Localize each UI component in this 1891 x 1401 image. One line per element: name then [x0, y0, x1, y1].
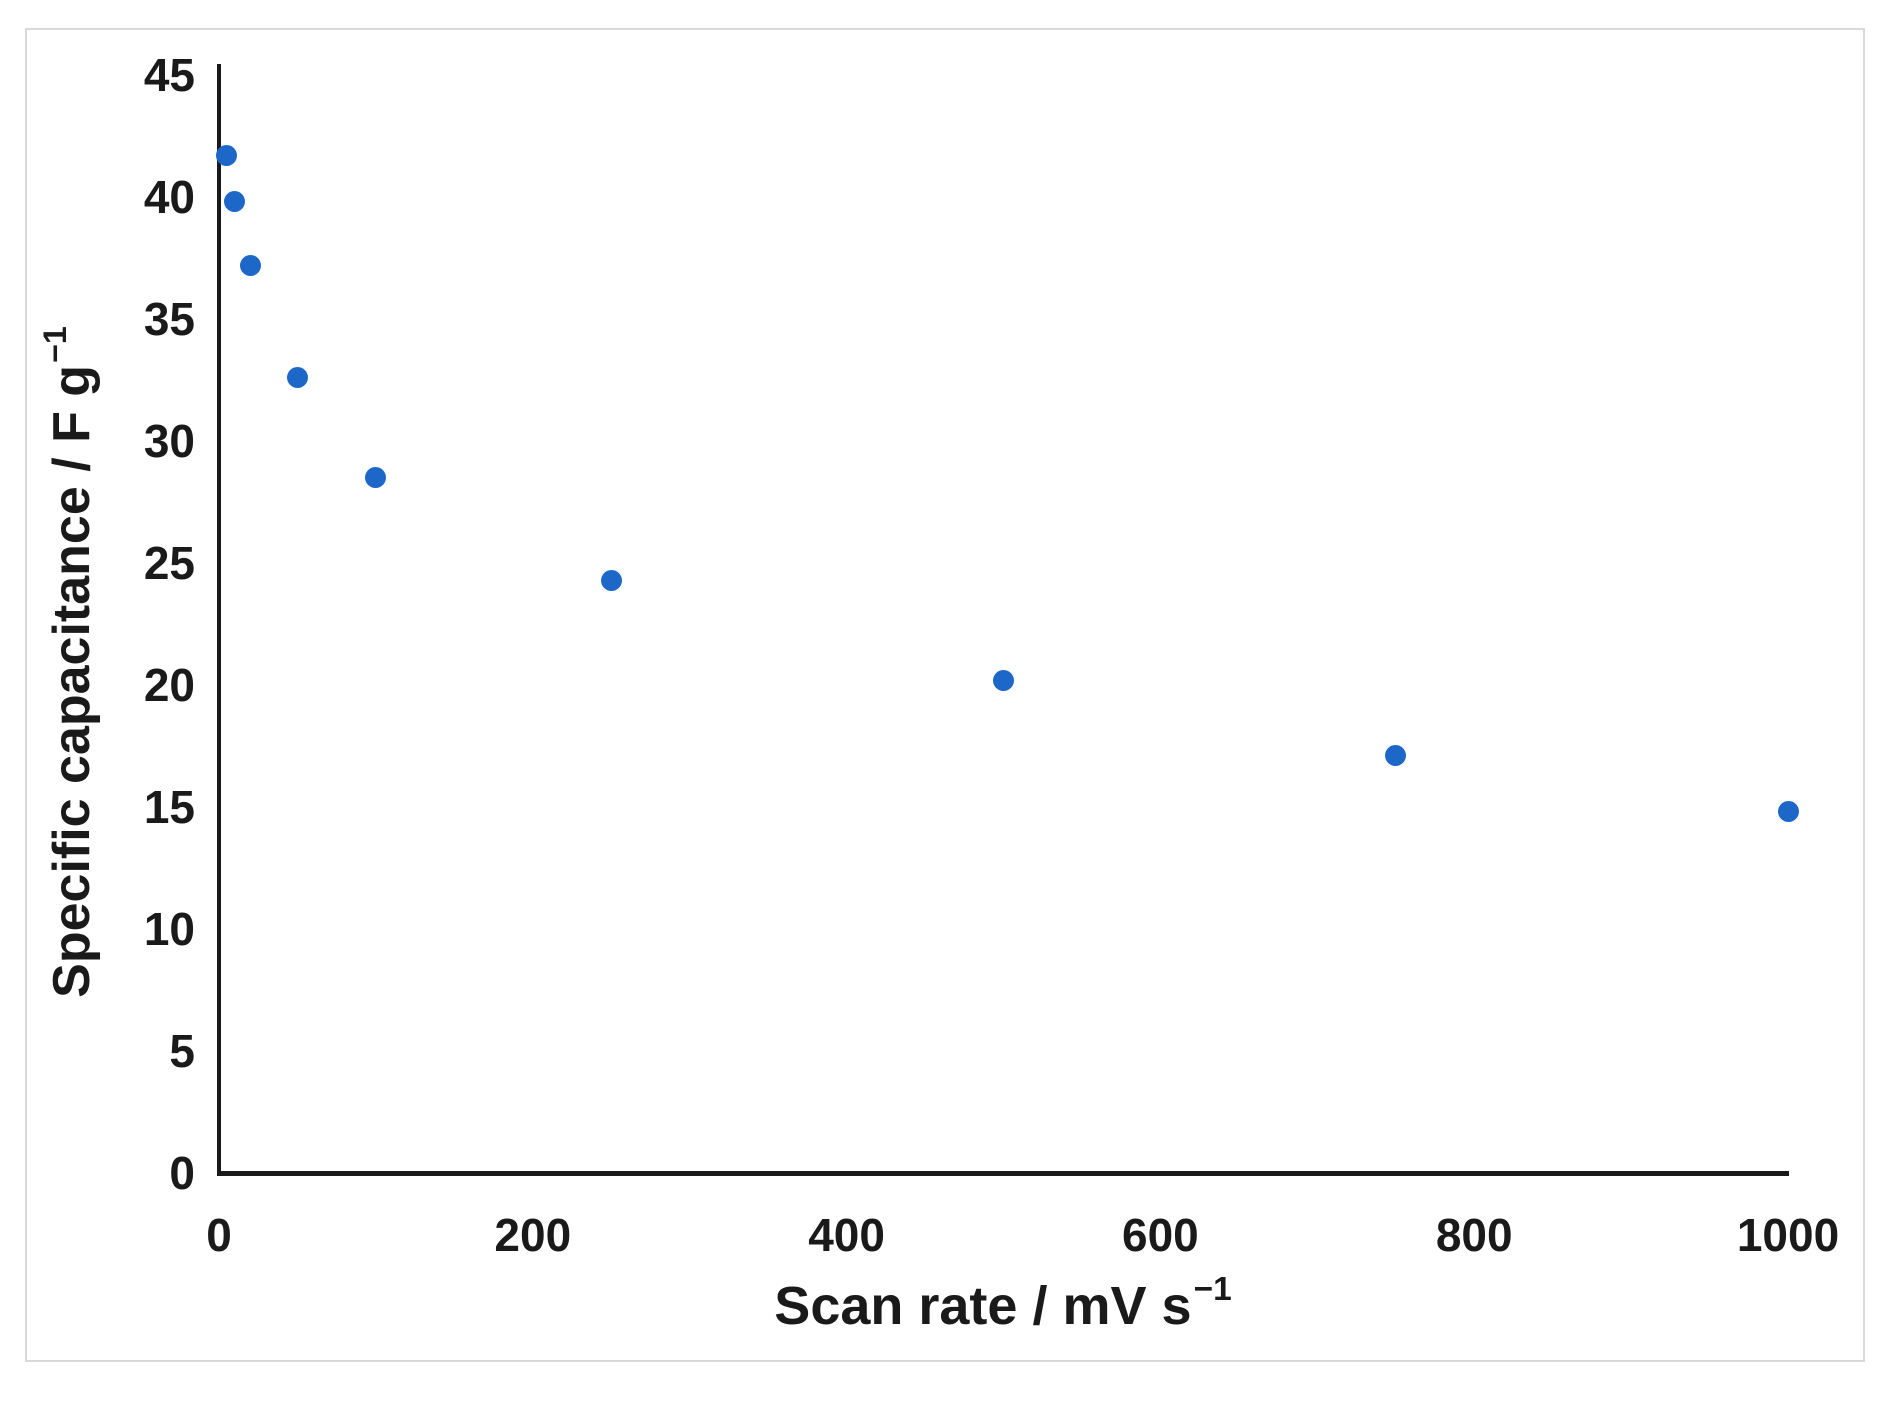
data-point	[286, 367, 308, 389]
y-tick-label: 35	[143, 293, 195, 345]
y-axis-line	[217, 64, 221, 1176]
y-tick-label: 0	[169, 1147, 195, 1199]
data-point	[239, 254, 261, 276]
data-point	[216, 145, 238, 167]
x-tick-label: 200	[494, 1209, 572, 1261]
data-point	[365, 467, 387, 489]
data-point	[993, 669, 1014, 691]
y-tick-label: 5	[169, 1025, 195, 1077]
x-axis-line	[217, 1171, 1789, 1176]
y-axis-title-superscript: −1	[37, 326, 74, 363]
data-point	[600, 569, 622, 591]
x-tick-label: 0	[206, 1209, 232, 1261]
y-tick-label: 40	[143, 171, 195, 223]
y-tick-label: 25	[143, 537, 195, 589]
y-tick-label: 15	[143, 781, 195, 833]
figure-border	[25, 28, 1865, 1362]
y-tick-label: 30	[143, 415, 195, 467]
x-tick-label: 400	[808, 1209, 885, 1261]
data-point	[224, 191, 246, 213]
y-tick-label: 10	[143, 903, 195, 955]
x-axis-title-superscript: −1	[1193, 1270, 1232, 1308]
data-point	[1385, 745, 1407, 767]
x-axis-title-text: Scan rate / mV s	[774, 1276, 1192, 1336]
y-axis-title: Specific capacitance / F g−1	[37, 326, 102, 998]
y-axis-title-text: Specific capacitance / F g	[43, 364, 102, 998]
x-tick-label: 600	[1122, 1209, 1199, 1261]
x-axis-title: Scan rate / mV s−1	[774, 1271, 1231, 1337]
data-point	[1777, 801, 1799, 823]
y-tick-label: 20	[143, 659, 195, 711]
x-tick-label: 800	[1435, 1209, 1513, 1261]
y-tick-label: 45	[143, 49, 195, 101]
x-tick-label: 1000	[1736, 1209, 1840, 1261]
